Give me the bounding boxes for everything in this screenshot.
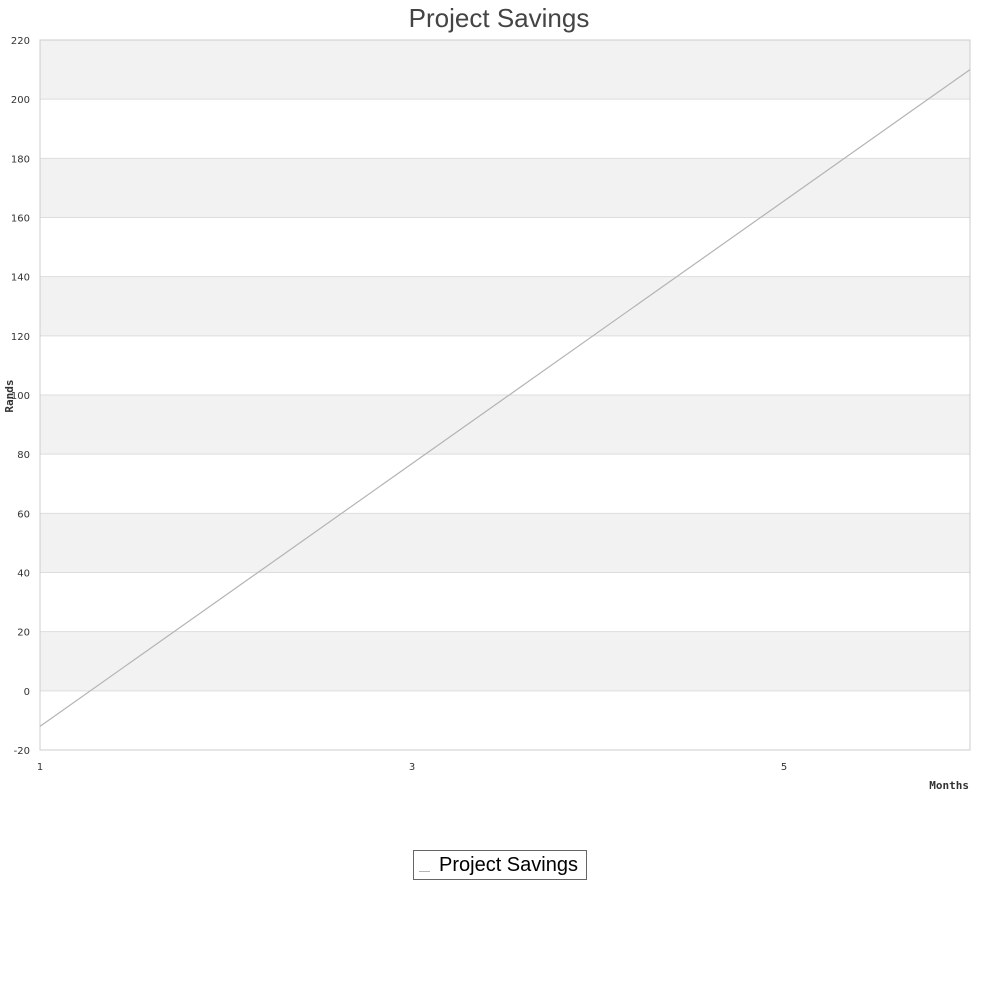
x-tick-label: 3 xyxy=(409,762,415,773)
x-axis-ticks: 1 3 5 xyxy=(37,762,787,773)
plot-band xyxy=(40,690,970,750)
chart-title: Project Savings xyxy=(409,3,590,33)
plot-band xyxy=(40,454,970,514)
plot-band xyxy=(40,40,970,100)
plot-band xyxy=(40,217,970,277)
legend-label: Project Savings xyxy=(439,853,578,876)
y-tick-label: 20 xyxy=(17,628,30,639)
plot-band xyxy=(40,99,970,159)
plot-band xyxy=(40,572,970,632)
y-axis-label: Rands xyxy=(3,379,16,412)
y-tick-label: 120 xyxy=(11,332,30,343)
plot-band xyxy=(40,395,970,455)
y-axis-ticks: -20 0 20 40 60 80 100 120 140 160 180 200 220 xyxy=(11,36,30,757)
series-group xyxy=(39,69,971,727)
plot-band xyxy=(40,631,970,691)
y-tick-label: 0 xyxy=(24,687,30,698)
plot-band xyxy=(40,276,970,336)
y-tick-label: -20 xyxy=(14,746,30,757)
plot-band xyxy=(40,513,970,573)
y-tick-label: 140 xyxy=(11,273,30,284)
y-tick-label: 80 xyxy=(17,450,30,461)
legend: Project Savings xyxy=(413,850,587,880)
x-axis-label: Months xyxy=(929,779,969,792)
legend-swatch xyxy=(419,870,430,872)
x-tick-label: 1 xyxy=(37,762,43,773)
y-tick-label: 200 xyxy=(11,95,30,106)
y-tick-label: 160 xyxy=(11,214,30,225)
plot-band xyxy=(40,335,970,395)
x-tick-label: 5 xyxy=(781,762,787,773)
y-tick-label: 180 xyxy=(11,154,30,165)
plot-background-bands xyxy=(40,40,970,750)
series-line xyxy=(39,69,971,727)
plot-frame xyxy=(39,39,971,751)
y-tick-label: 40 xyxy=(17,569,30,580)
plot-band xyxy=(40,158,970,218)
y-tick-label: 60 xyxy=(17,509,30,520)
y-tick-label: 220 xyxy=(11,36,30,47)
y-tick-label: 100 xyxy=(11,391,30,402)
